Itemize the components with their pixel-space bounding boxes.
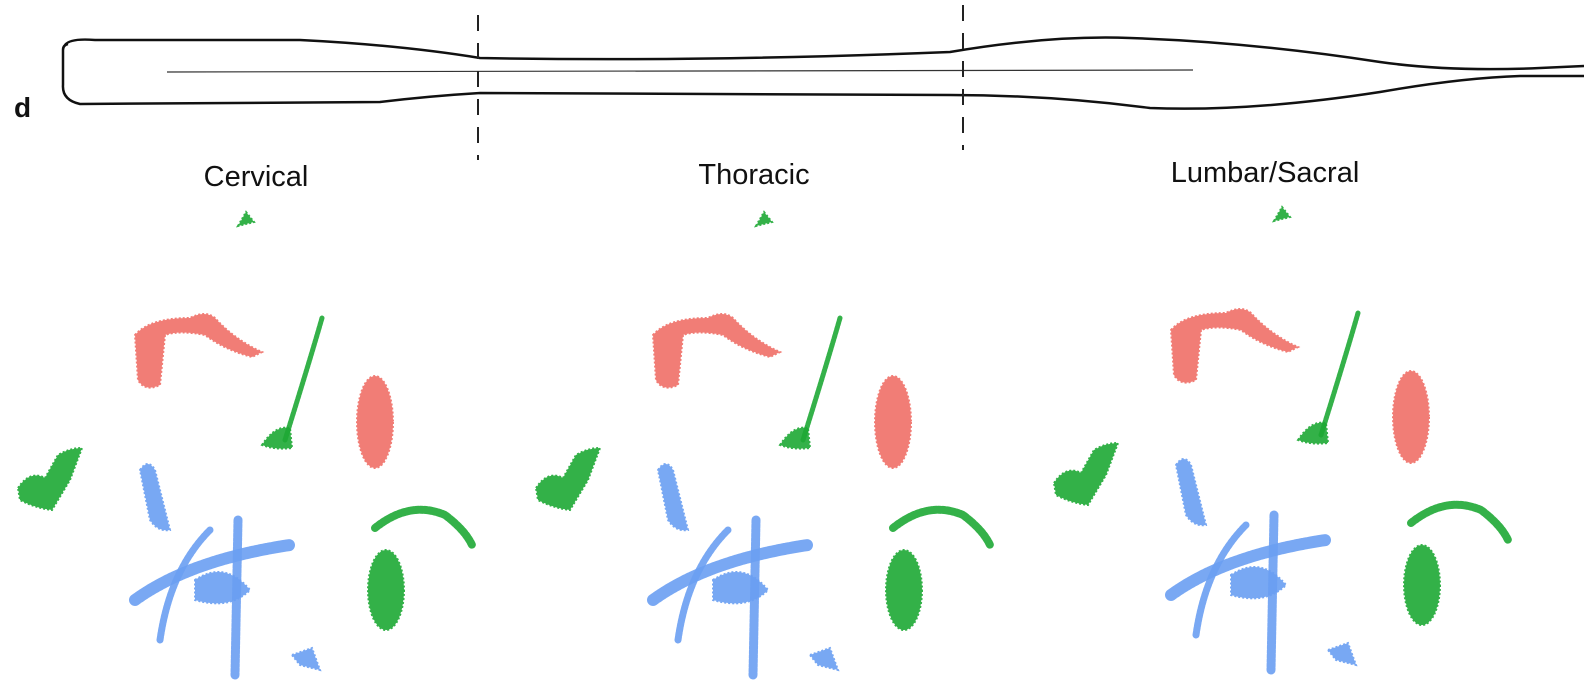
cord-outline-bottom bbox=[63, 44, 1584, 109]
panel-title: Cervical bbox=[204, 161, 309, 193]
umap-cervical bbox=[18, 212, 472, 675]
panel-title: Lumbar/Sacral bbox=[1171, 157, 1360, 189]
umap-lumbar-sacral bbox=[1054, 207, 1508, 670]
cord-midline bbox=[167, 70, 1193, 72]
figure-panel: d Cervical Thoracic Lumbar/Sacral bbox=[0, 0, 1584, 687]
panel-label: d bbox=[14, 92, 31, 123]
cord-outline-top bbox=[65, 38, 1584, 70]
panel-title: Thoracic bbox=[698, 159, 809, 191]
umap-thoracic bbox=[536, 212, 990, 675]
